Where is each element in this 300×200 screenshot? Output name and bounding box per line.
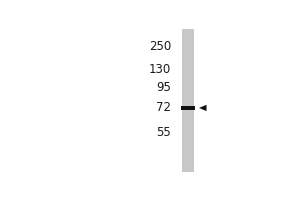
Text: 72: 72	[156, 101, 171, 114]
Text: 130: 130	[149, 63, 171, 76]
Text: 250: 250	[149, 40, 171, 53]
Bar	[182, 29, 194, 172]
Text: 55: 55	[156, 126, 171, 139]
Bar	[182, 106, 195, 110]
Polygon shape	[199, 105, 206, 111]
Text: 95: 95	[156, 81, 171, 94]
